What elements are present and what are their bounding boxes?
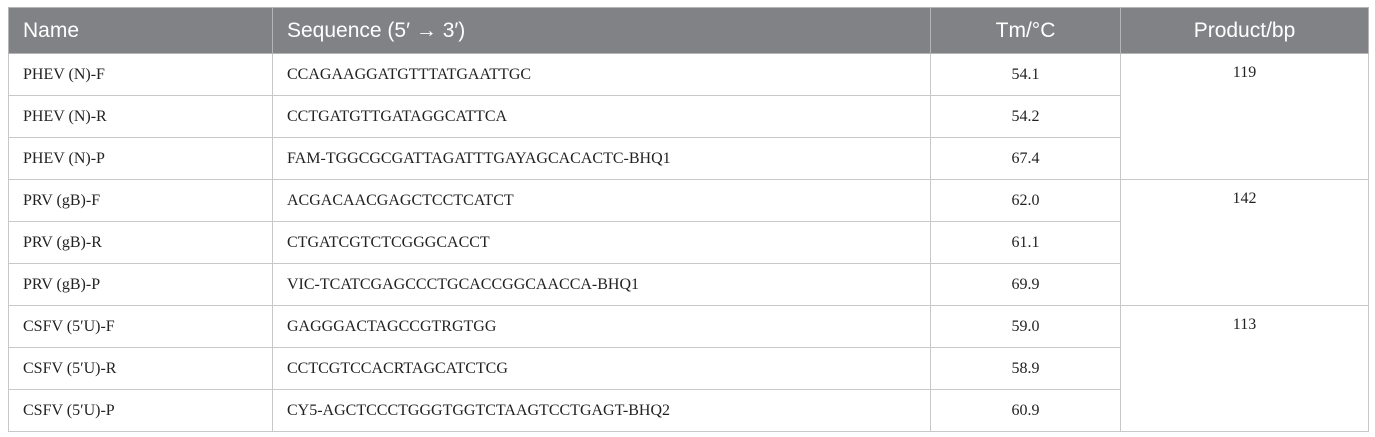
table-row: CSFV (5′U)-R CCTCGTCCACRTAGCATCTCG 58.9 xyxy=(8,347,1369,390)
header-cell: Product/bp xyxy=(1120,7,1369,54)
row-group: PRV (gB)-F ACGACAACGAGCTCCTCATCT 62.0 142 PR… xyxy=(8,179,1369,306)
name-cell: CSFV (5′U)-P xyxy=(8,389,273,432)
name-cell: PHEV (N)-R xyxy=(8,95,273,138)
table-row: PHEV (N)-P FAM-TGGCGCGATTAGATTTGAYAGCACAC… xyxy=(8,137,1369,180)
product-cell: 113 xyxy=(1120,305,1369,432)
sequence-cell: CCTCGTCCACRTAGCATCTCG xyxy=(272,347,931,390)
header-cell: Sequence (5′ → 3′) xyxy=(272,7,931,54)
tm-cell: 62.0 xyxy=(930,179,1121,222)
table-row: CSFV (5′U)-F GAGGGACTAGCCGTRGTGG 59.0 113 xyxy=(8,305,1369,432)
tm-cell: 69.9 xyxy=(930,263,1121,306)
tm-cell: 60.9 xyxy=(930,389,1121,432)
primer-table: Name Sequence (5′ → 3′) Tm/°C Product/bp… xyxy=(8,7,1369,432)
table-row: PRV (gB)-F ACGACAACGAGCTCCTCATCT 62.0 142 xyxy=(8,179,1369,306)
sequence-cell: GAGGGACTAGCCGTRGTGG xyxy=(272,305,931,348)
name-cell: PRV (gB)-F xyxy=(8,179,273,222)
sequence-cell: FAM-TGGCGCGATTAGATTTGAYAGCACACTC-BHQ1 xyxy=(272,137,931,180)
tm-cell: 67.4 xyxy=(930,137,1121,180)
name-cell: PHEV (N)-F xyxy=(8,53,273,96)
row-group: PHEV (N)-F CCAGAAGGATGTTTATGAATTGC 54.1 119… xyxy=(8,53,1369,180)
row-group: CSFV (5′U)-F GAGGGACTAGCCGTRGTGG 59.0 113 CS… xyxy=(8,305,1369,432)
sequence-cell: CY5-AGCTCCCTGGGTGGTCTAAGTCCTGAGT-BHQ2 xyxy=(272,389,931,432)
sequence-cell: CTGATCGTCTCGGGCACCT xyxy=(272,221,931,264)
table-row: PRV (gB)-P VIC-TCATCGAGCCCTGCACCGGCAACCA-… xyxy=(8,263,1369,306)
sequence-cell: CCTGATGTTGATAGGCATTCA xyxy=(272,95,931,138)
product-cell: 119 xyxy=(1120,53,1369,180)
tm-cell: 59.0 xyxy=(930,305,1121,348)
name-cell: PHEV (N)-P xyxy=(8,137,273,180)
header-row: Name Sequence (5′ → 3′) Tm/°C Product/bp xyxy=(8,7,1369,54)
tm-cell: 54.2 xyxy=(930,95,1121,138)
tm-cell: 54.1 xyxy=(930,53,1121,96)
table-row: PHEV (N)-R CCTGATGTTGATAGGCATTCA 54.2 xyxy=(8,95,1369,138)
table-row: PHEV (N)-F CCAGAAGGATGTTTATGAATTGC 54.1 119 xyxy=(8,53,1369,180)
header-cell: Name xyxy=(8,7,273,54)
sequence-cell: VIC-TCATCGAGCCCTGCACCGGCAACCA-BHQ1 xyxy=(272,263,931,306)
sequence-cell: CCAGAAGGATGTTTATGAATTGC xyxy=(272,53,931,96)
table-row: PRV (gB)-R CTGATCGTCTCGGGCACCT 61.1 xyxy=(8,221,1369,264)
name-cell: CSFV (5′U)-F xyxy=(8,305,273,348)
name-cell: PRV (gB)-P xyxy=(8,263,273,306)
name-cell: PRV (gB)-R xyxy=(8,221,273,264)
tm-cell: 58.9 xyxy=(930,347,1121,390)
name-cell: CSFV (5′U)-R xyxy=(8,347,273,390)
sequence-cell: ACGACAACGAGCTCCTCATCT xyxy=(272,179,931,222)
table-row: CSFV (5′U)-P CY5-AGCTCCCTGGGTGGTCTAAGTCCT… xyxy=(8,389,1369,432)
tm-cell: 61.1 xyxy=(930,221,1121,264)
product-cell: 142 xyxy=(1120,179,1369,306)
header-cell: Tm/°C xyxy=(930,7,1121,54)
